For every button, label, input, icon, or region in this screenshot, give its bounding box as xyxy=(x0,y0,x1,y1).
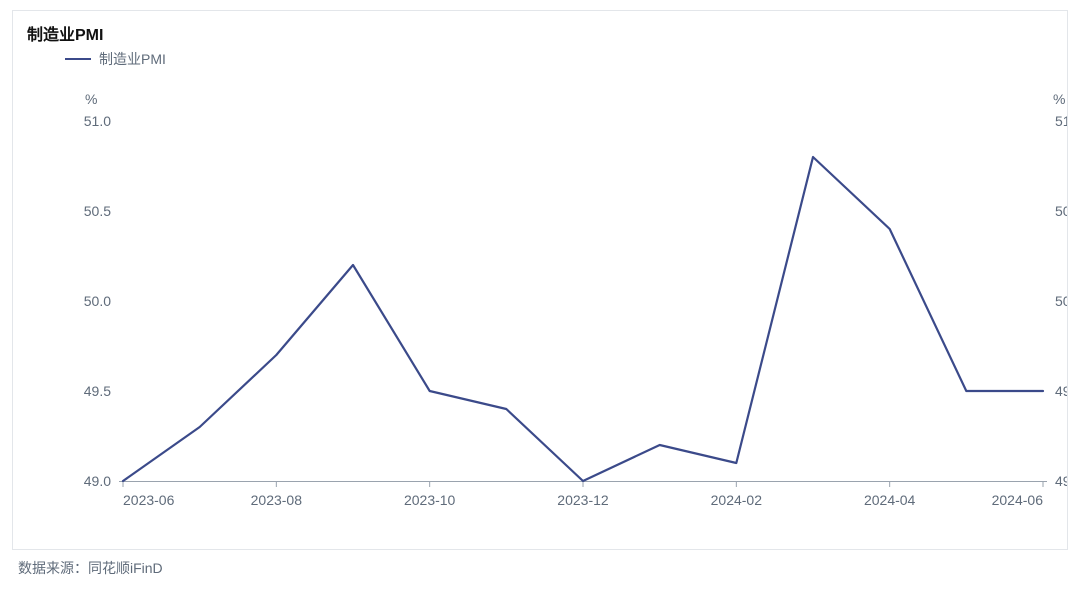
y-tick-label-left: 49.5 xyxy=(84,383,111,399)
y-ticks-right: 49.0 49.5 50.0 50.5 51.0 xyxy=(1055,113,1067,489)
x-tick-label: 2023-06 xyxy=(123,492,175,508)
page-wrap: 制造业PMI 制造业PMI % % 49.049.550.050.551.0 4… xyxy=(0,0,1080,589)
y-tick-label-right: 51.0 xyxy=(1055,113,1067,129)
chart-svg: 49.0 49.5 50.0 50.5 51.0 49.0 49.5 50.0 50.5 51.… xyxy=(13,11,1067,549)
y-ticks-left: 49.0 49.5 50.0 50.5 51.0 xyxy=(84,113,111,489)
x-tick-label: 2024-02 xyxy=(711,492,763,508)
data-source-label: 数据来源：同花顺iFinD xyxy=(18,558,1068,578)
y-tick-label-left: 49.0 xyxy=(84,473,111,489)
x-ticks: 2023-06 2023-08 2023-10 2023-12 2024-02 2024-… xyxy=(123,481,1043,508)
y-tick-label-left: 50.0 xyxy=(84,293,111,309)
y-tick-label-left: 51.0 xyxy=(84,113,111,129)
y-tick-label-right: 49.5 xyxy=(1055,383,1067,399)
y-tick-label-left: 50.5 xyxy=(84,203,111,219)
series-line xyxy=(123,157,1043,481)
x-tick-label: 2024-04 xyxy=(864,492,916,508)
y-tick-label-right: 50.5 xyxy=(1055,203,1067,219)
x-tick-label: 2024-06 xyxy=(992,492,1044,508)
x-tick-label: 2023-10 xyxy=(404,492,456,508)
chart-card: 制造业PMI 制造业PMI % % 49.049.550.050.551.0 4… xyxy=(12,10,1068,550)
x-tick-label: 2023-12 xyxy=(557,492,609,508)
x-tick-label: 2023-08 xyxy=(251,492,303,508)
y-tick-label-right: 50.0 xyxy=(1055,293,1067,309)
y-tick-label-right: 49.0 xyxy=(1055,473,1067,489)
